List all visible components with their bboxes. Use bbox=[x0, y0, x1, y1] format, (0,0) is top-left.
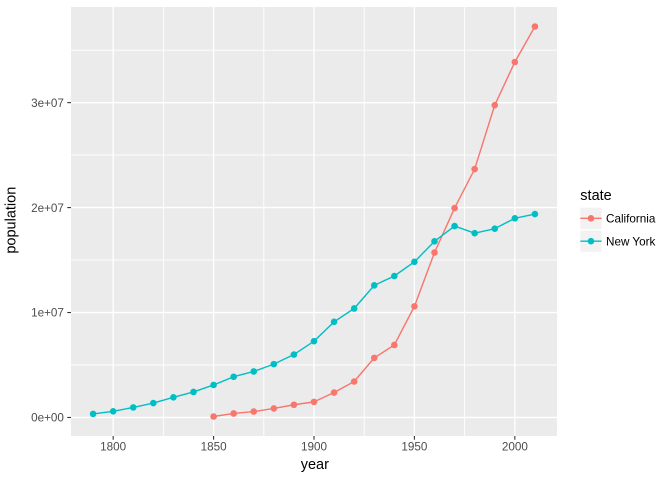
svg-text:state: state bbox=[580, 188, 611, 204]
svg-text:1850: 1850 bbox=[201, 440, 228, 453]
svg-text:New York: New York bbox=[606, 235, 656, 248]
svg-text:0e+00: 0e+00 bbox=[31, 412, 64, 425]
svg-text:2000: 2000 bbox=[502, 440, 529, 453]
svg-text:1800: 1800 bbox=[100, 440, 127, 453]
svg-text:3e+07: 3e+07 bbox=[31, 97, 64, 110]
svg-text:1e+07: 1e+07 bbox=[31, 307, 64, 320]
svg-text:year: year bbox=[301, 457, 329, 473]
svg-text:California: California bbox=[606, 213, 656, 226]
svg-text:1900: 1900 bbox=[301, 440, 328, 453]
svg-text:population: population bbox=[4, 187, 20, 254]
svg-text:2e+07: 2e+07 bbox=[31, 202, 64, 215]
svg-text:1950: 1950 bbox=[401, 440, 428, 453]
